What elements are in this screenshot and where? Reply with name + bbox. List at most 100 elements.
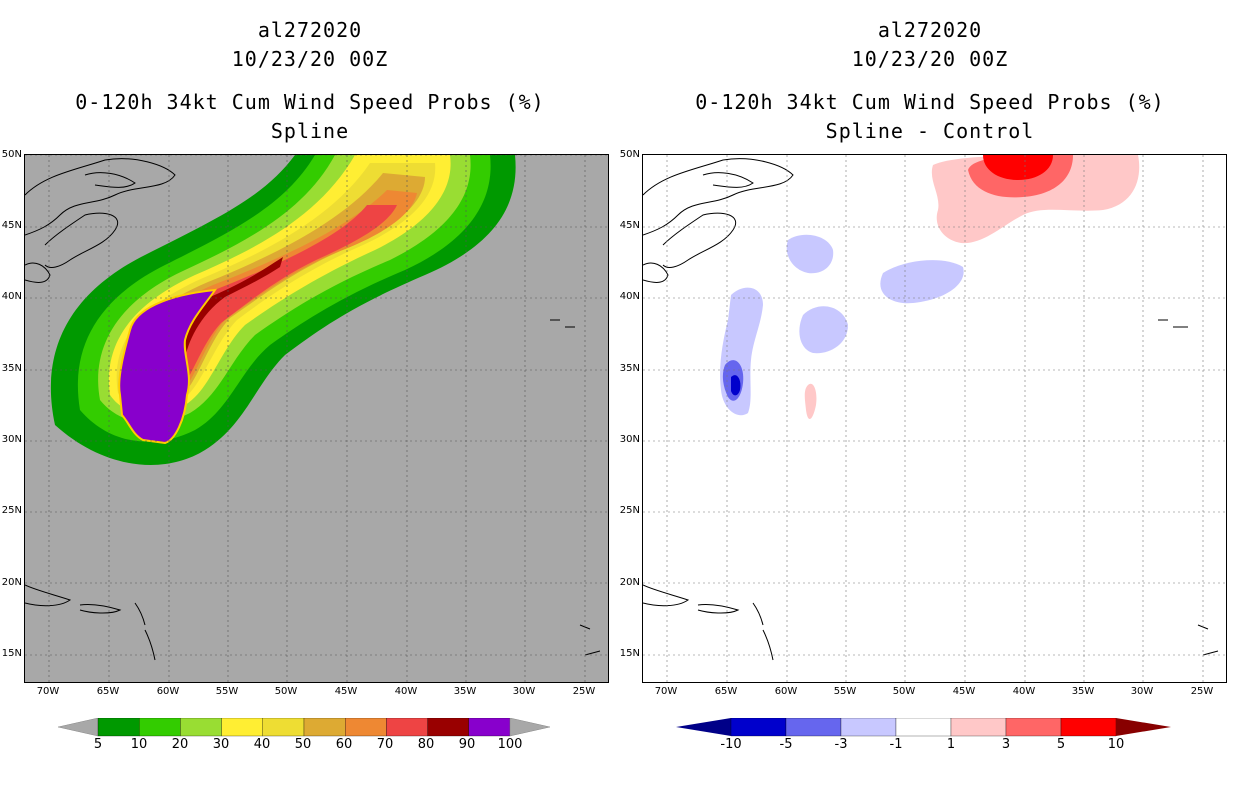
right-colorbar-cells bbox=[730, 718, 1117, 737]
colorbar-label: 30 bbox=[212, 737, 230, 752]
probability-swath bbox=[50, 155, 516, 465]
right-colorbar bbox=[676, 718, 1171, 737]
right-datetime: 10/23/20 00Z bbox=[851, 47, 1009, 71]
coastlines bbox=[25, 158, 601, 661]
colorbar-label: 40 bbox=[253, 737, 271, 752]
colorbar-label: -10 bbox=[720, 737, 742, 752]
lon-label: 65W bbox=[714, 686, 738, 697]
colorbar-label: 50 bbox=[294, 737, 312, 752]
lat-label: 15N bbox=[619, 648, 640, 659]
lon-label: 50W bbox=[274, 686, 298, 697]
right-map-svg bbox=[643, 155, 1226, 682]
positive-5-area bbox=[983, 155, 1053, 180]
colorbar-label: 10 bbox=[130, 737, 148, 752]
negative-1-area-c bbox=[799, 306, 848, 354]
colorbar-cell bbox=[895, 718, 952, 737]
graticule bbox=[25, 155, 608, 682]
colorbar-cell bbox=[221, 718, 263, 737]
colorbar-cell bbox=[1060, 718, 1117, 737]
negative-5-area bbox=[731, 375, 741, 396]
left-colorbar bbox=[58, 718, 551, 737]
colorbar-cell bbox=[139, 718, 181, 737]
colorbar-cell bbox=[386, 718, 428, 737]
colorbar-cell bbox=[180, 718, 222, 737]
lon-label: 70W bbox=[36, 686, 60, 697]
negative-1-area-a bbox=[786, 234, 834, 274]
coastlines-right bbox=[643, 158, 1219, 661]
colorbar-cell bbox=[468, 718, 511, 737]
lon-label: 35W bbox=[1071, 686, 1095, 697]
colorbar-label: 10 bbox=[1107, 737, 1125, 752]
lon-label: 60W bbox=[156, 686, 180, 697]
positive-1-small bbox=[804, 383, 817, 420]
colorbar-label: 5 bbox=[93, 737, 103, 752]
swath-100 bbox=[118, 288, 218, 445]
lat-label: 20N bbox=[619, 577, 640, 588]
right-storm-id: al272020 bbox=[877, 18, 983, 42]
graticule-right bbox=[643, 155, 1226, 682]
colorbar-low-arrow bbox=[58, 718, 99, 737]
colorbar-label: 100 bbox=[497, 737, 523, 752]
colorbar-cell bbox=[840, 718, 897, 737]
lat-label: 40N bbox=[619, 291, 640, 302]
swath-70 bbox=[127, 205, 397, 399]
colorbar-cell bbox=[97, 718, 140, 737]
colorbar-cell bbox=[785, 718, 842, 737]
lon-label: 50W bbox=[892, 686, 916, 697]
right-product-title: 0-120h 34kt Cum Wind Speed Probs (%) bbox=[695, 90, 1165, 114]
lon-label: 40W bbox=[394, 686, 418, 697]
lat-label: 45N bbox=[619, 220, 640, 231]
lon-label: 40W bbox=[1012, 686, 1036, 697]
left-map-svg bbox=[25, 155, 608, 682]
right-method-title: Spline - Control bbox=[825, 119, 1035, 143]
colorbar-label: -1 bbox=[889, 737, 903, 752]
lat-label: 40N bbox=[1, 291, 22, 302]
colorbar-cell bbox=[1005, 718, 1062, 737]
lat-label: 30N bbox=[1, 434, 22, 445]
lon-label: 70W bbox=[654, 686, 678, 697]
left-map-panel bbox=[24, 154, 609, 683]
lon-label: 65W bbox=[96, 686, 120, 697]
colorbar-label: 70 bbox=[376, 737, 394, 752]
colorbar-label: 60 bbox=[335, 737, 353, 752]
lon-label: 35W bbox=[453, 686, 477, 697]
colorbar-label: -5 bbox=[779, 737, 793, 752]
lon-label: 60W bbox=[774, 686, 798, 697]
colorbar-cell bbox=[345, 718, 387, 737]
negative-1-area-d bbox=[720, 287, 763, 416]
left-colorbar-cells bbox=[97, 718, 511, 737]
colorbar-label: 5 bbox=[1056, 737, 1066, 752]
colorbar-label: 1 bbox=[946, 737, 956, 752]
colorbar-label: 80 bbox=[417, 737, 435, 752]
colorbar-cell bbox=[303, 718, 346, 737]
left-product-title: 0-120h 34kt Cum Wind Speed Probs (%) bbox=[75, 90, 545, 114]
lon-label: 45W bbox=[334, 686, 358, 697]
difference-shading bbox=[720, 155, 1140, 420]
colorbar-label: 90 bbox=[458, 737, 476, 752]
lat-label: 50N bbox=[1, 149, 22, 160]
left-datetime: 10/23/20 00Z bbox=[231, 47, 389, 71]
lon-label: 25W bbox=[1190, 686, 1214, 697]
lon-label: 25W bbox=[572, 686, 596, 697]
lat-label: 35N bbox=[619, 363, 640, 374]
lon-label: 30W bbox=[512, 686, 536, 697]
colorbar-low-arrow bbox=[676, 718, 731, 736]
right-map-panel bbox=[642, 154, 1227, 683]
left-method-title: Spline bbox=[270, 119, 350, 143]
lat-label: 50N bbox=[619, 149, 640, 160]
lon-label: 45W bbox=[952, 686, 976, 697]
lat-label: 25N bbox=[1, 505, 22, 516]
lon-label: 55W bbox=[215, 686, 239, 697]
colorbar-cell bbox=[950, 718, 1007, 737]
lat-label: 30N bbox=[619, 434, 640, 445]
lon-label: 55W bbox=[833, 686, 857, 697]
colorbar-cell bbox=[427, 718, 469, 737]
negative-1-area-b bbox=[880, 260, 964, 304]
lat-label: 20N bbox=[1, 577, 22, 588]
colorbar-cell bbox=[262, 718, 305, 737]
colorbar-label: -3 bbox=[834, 737, 848, 752]
colorbar-label: 20 bbox=[171, 737, 189, 752]
lat-label: 15N bbox=[1, 648, 22, 659]
lat-label: 25N bbox=[619, 505, 640, 516]
right-title-block: al272020 10/23/20 00Z 0-120h 34kt Cum Wi… bbox=[630, 16, 1230, 146]
